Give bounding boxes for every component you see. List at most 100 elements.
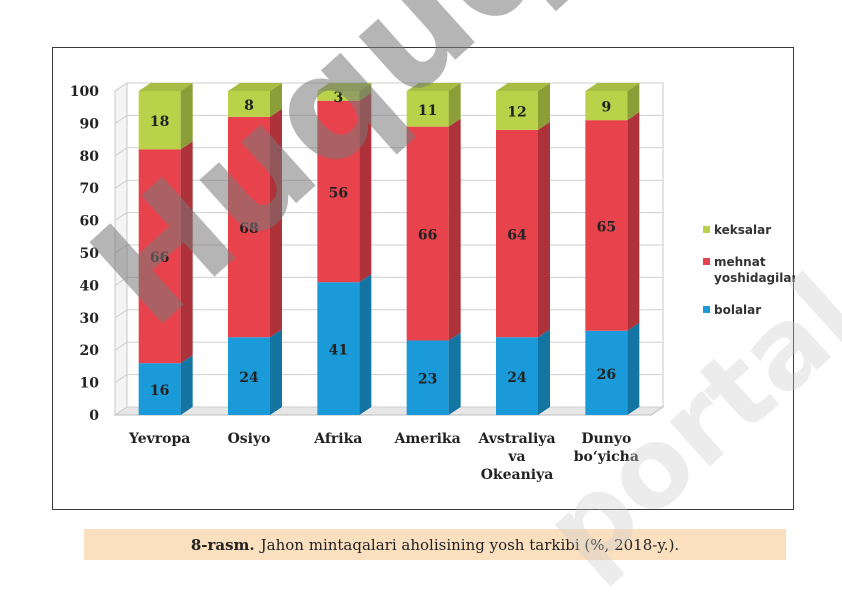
x-tick-label: va xyxy=(507,449,525,465)
bar-front xyxy=(138,363,181,415)
legend-label: yoshidagilar xyxy=(714,271,795,285)
bar-front xyxy=(496,91,538,130)
legend-swatch xyxy=(703,306,710,313)
bar-front xyxy=(138,149,181,364)
bar-front xyxy=(228,337,270,415)
gridline-side xyxy=(114,147,128,157)
x-tick-label: Osiyo xyxy=(228,431,271,447)
bar-front xyxy=(585,91,628,121)
data-label: 66 xyxy=(150,250,169,266)
y-tick-label: 90 xyxy=(80,116,100,132)
bar-front xyxy=(406,340,449,415)
bar-segment-keksalar xyxy=(138,83,193,150)
bar-segment-keksalar xyxy=(228,83,282,117)
data-label: 24 xyxy=(239,370,259,386)
y-tick-label: 80 xyxy=(80,149,100,165)
data-label: 12 xyxy=(507,104,526,120)
bar-top xyxy=(138,83,193,91)
bar-front xyxy=(228,116,270,338)
gridline-side xyxy=(114,82,128,92)
data-label: 24 xyxy=(507,370,527,386)
bar-side xyxy=(180,83,193,150)
bar-side xyxy=(538,121,550,338)
bar-side xyxy=(359,92,372,283)
legend-label: bolalar xyxy=(714,303,761,317)
bar-top xyxy=(585,83,640,91)
x-tick-label: Yevropa xyxy=(128,431,190,447)
data-label: 56 xyxy=(329,185,348,201)
bar-top xyxy=(317,83,372,91)
chart-floor xyxy=(113,406,665,416)
x-tick-label: Dunyo xyxy=(581,431,631,447)
data-label: 64 xyxy=(507,228,527,244)
bar-front xyxy=(496,337,538,415)
bar-segment-bolalar xyxy=(138,355,193,415)
data-label: 65 xyxy=(597,219,616,235)
bar-segment-bolalar xyxy=(228,329,282,415)
gridline-side xyxy=(114,114,128,124)
bar-segment-keksalar xyxy=(406,83,461,127)
bar-segment-mehnat-yoshidagilar xyxy=(496,121,550,338)
bar-side xyxy=(270,329,282,415)
bar-segment-keksalar xyxy=(496,83,550,130)
data-label: 68 xyxy=(239,221,258,237)
bar-segment-mehnat-yoshidagilar xyxy=(138,141,193,364)
bar-front xyxy=(228,91,270,117)
gridline-side xyxy=(114,341,128,351)
y-tick-label: 100 xyxy=(70,84,99,100)
y-tick-label: 70 xyxy=(80,181,100,197)
data-label: 66 xyxy=(418,228,437,244)
bar-segment-mehnat-yoshidagilar xyxy=(228,108,282,338)
stacked-bar-chart: 0 10 20 30 40 50 60 70 80 90 100 16 66 18 Yevropa 24 68 8… xyxy=(70,82,795,483)
gridline-side xyxy=(114,244,128,254)
data-label: 18 xyxy=(150,114,169,130)
bar-front xyxy=(317,282,360,415)
bar-segment-keksalar xyxy=(585,83,640,121)
y-tick-label: 60 xyxy=(80,214,100,230)
bar-side xyxy=(180,355,193,415)
gridline-side xyxy=(114,309,128,319)
bar-front xyxy=(317,100,360,283)
gridline-side xyxy=(114,406,128,416)
bar-side xyxy=(270,108,282,338)
x-tick-label: Avstraliya xyxy=(477,431,555,447)
bar-side xyxy=(448,332,461,415)
x-tick-label: Afrika xyxy=(313,431,362,447)
y-tick-label: 30 xyxy=(80,311,100,327)
caption-label: 8-rasm. xyxy=(190,535,255,554)
data-label: 9 xyxy=(601,100,611,116)
bar-front xyxy=(585,330,628,415)
x-tick-label: bo‘yicha xyxy=(574,449,639,465)
bar-top xyxy=(228,83,282,91)
bar-segment-bolalar xyxy=(406,332,461,415)
data-label: 23 xyxy=(418,372,437,388)
bar-side xyxy=(627,112,640,331)
bar-top xyxy=(406,83,461,91)
data-label: 16 xyxy=(150,383,169,399)
bar-segment-mehnat-yoshidagilar xyxy=(406,118,461,341)
bar-front xyxy=(138,91,181,150)
y-tick-label: 10 xyxy=(80,376,100,392)
bar-segment-keksalar xyxy=(317,83,372,101)
bar-front xyxy=(406,126,449,341)
gridline-side xyxy=(114,374,128,384)
bar-front xyxy=(317,91,360,101)
legend-swatch xyxy=(703,226,710,233)
gridline-side xyxy=(114,179,128,189)
bar-front xyxy=(496,129,538,338)
y-tick-label: 50 xyxy=(80,246,100,262)
bar-front xyxy=(406,91,449,127)
bar-top xyxy=(496,83,550,91)
bar-side xyxy=(538,83,550,130)
bar-segment-mehnat-yoshidagilar xyxy=(585,112,640,331)
bar-side xyxy=(627,322,640,415)
gridline-side xyxy=(114,212,128,222)
data-label: 11 xyxy=(418,103,437,119)
bar-side xyxy=(359,274,372,415)
y-tick-label: 0 xyxy=(89,408,99,424)
y-tick-label: 40 xyxy=(80,278,100,294)
bar-side xyxy=(448,118,461,341)
bar-front xyxy=(585,120,628,331)
bar-side xyxy=(180,141,193,364)
legend-label: keksalar xyxy=(714,223,771,237)
